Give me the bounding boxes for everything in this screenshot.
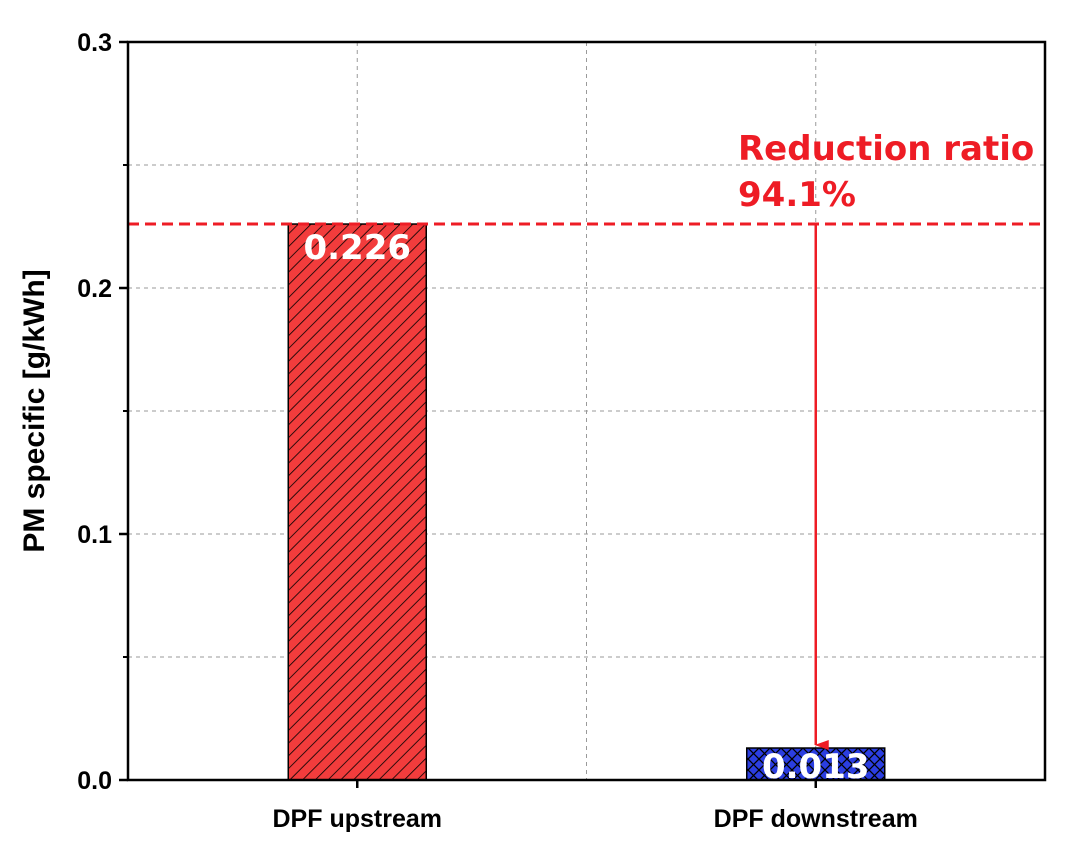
bar-value-label: 0.226: [303, 228, 411, 268]
bar-dpf-upstream: [287, 223, 427, 781]
y-axis-title: PM specific [g/kWh]: [18, 269, 51, 552]
annotation-reduction-label: Reduction ratio: [738, 129, 1034, 169]
y-tick-label: 0.1: [77, 521, 112, 549]
axes: 0.0 0.1 0.2 0.3 DPF upstream DPF downstream: [77, 29, 1047, 833]
y-tick-label: 0.0: [77, 767, 112, 795]
x-category-label: DPF upstream: [273, 805, 442, 833]
x-category-label: DPF downstream: [714, 805, 918, 833]
y-tick-label: 0.2: [77, 275, 112, 303]
reference-line-group: [128, 222, 1045, 751]
annotation-reduction-value: 94.1%: [738, 175, 856, 215]
y-tick-label: 0.3: [77, 29, 112, 57]
